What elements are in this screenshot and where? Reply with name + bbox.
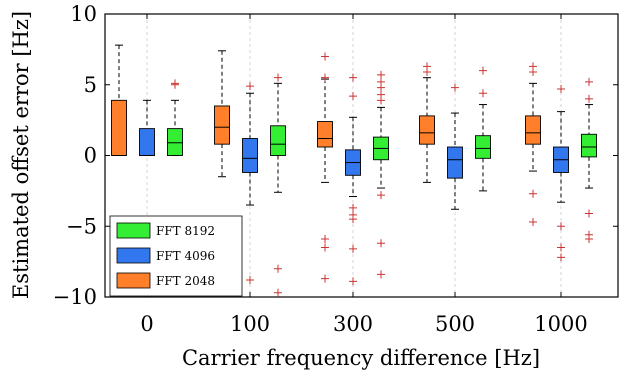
x-tick-label: 500	[435, 312, 475, 336]
outlier-marker	[451, 83, 459, 92]
outlier-marker	[585, 77, 593, 86]
legend-swatch-fft-8192	[116, 222, 151, 239]
box-fft-8192-300	[373, 70, 389, 279]
y-tick-label: 0	[84, 144, 97, 168]
outlier-marker	[557, 253, 565, 262]
legend-swatch-fft-2048	[116, 272, 151, 289]
box-fft-2048-100	[214, 50, 230, 178]
outlier-marker	[529, 62, 537, 71]
box-iqr	[111, 99, 127, 156]
outlier-marker	[321, 73, 329, 82]
outlier-marker	[529, 218, 537, 227]
legend-swatch-fft-4096	[116, 247, 151, 264]
outlier-marker	[479, 89, 487, 98]
outlier-marker	[349, 244, 357, 253]
box-iqr	[447, 146, 463, 179]
outlier-marker	[479, 66, 487, 75]
outlier-marker	[557, 222, 565, 231]
box-fft-8192-100	[270, 73, 286, 297]
y-tick-label: 10	[70, 2, 97, 26]
x-tick-label: 300	[333, 312, 373, 336]
x-axis-ticks: 0 100 300 500 1000	[140, 14, 588, 336]
outlier-marker	[377, 191, 385, 200]
outlier-marker	[585, 234, 593, 243]
outlier-marker	[377, 239, 385, 248]
box-fft-2048-300	[317, 52, 333, 283]
box-fft-8192-1000	[581, 77, 597, 243]
box-fft-4096-300	[345, 73, 361, 286]
box-iqr	[581, 133, 597, 158]
box-fft-4096-0	[139, 99, 155, 156]
box-fft-2048-0	[111, 44, 127, 156]
outlier-marker	[349, 92, 357, 101]
outlier-marker	[349, 215, 357, 224]
y-tick-label: −5	[66, 214, 97, 238]
box-fft-4096-500	[447, 83, 463, 210]
x-tick-label: 0	[140, 312, 153, 336]
legend: FFT 8192 FFT 4096 FFT 2048	[109, 215, 243, 297]
box-fft-8192-0	[167, 79, 183, 156]
box-iqr	[317, 121, 333, 148]
box-iqr	[270, 125, 286, 156]
outlier-marker	[377, 83, 385, 92]
outlier-marker	[274, 264, 282, 273]
box-iqr	[139, 128, 155, 156]
legend-label-fft-2048: FFT 2048	[156, 274, 215, 288]
outlier-marker	[274, 288, 282, 297]
outlier-marker	[585, 94, 593, 103]
outlier-marker	[274, 73, 282, 82]
box-iqr	[214, 105, 230, 145]
outlier-marker	[321, 52, 329, 61]
box-fft-4096-1000	[553, 84, 569, 262]
box-series-layer	[111, 44, 597, 297]
outlier-marker	[246, 82, 254, 91]
x-tick-label: 100	[230, 312, 270, 336]
outlier-marker	[377, 96, 385, 105]
box-iqr	[475, 135, 491, 159]
x-tick-label: 1000	[534, 312, 587, 336]
box-fft-2048-500	[419, 62, 435, 183]
outlier-marker	[349, 277, 357, 286]
outlier-marker	[321, 243, 329, 252]
box-iqr	[167, 128, 183, 156]
outlier-marker	[529, 189, 537, 198]
outlier-marker	[349, 73, 357, 82]
outlier-marker	[349, 203, 357, 212]
y-axis-ticks: −10 −5 0 5 10	[53, 2, 618, 309]
box-iqr	[419, 115, 435, 145]
box-fft-2048-1000	[525, 62, 541, 227]
outlier-marker	[423, 62, 431, 71]
box-fft-8192-500	[475, 66, 491, 192]
outlier-marker	[377, 70, 385, 79]
outlier-marker	[321, 234, 329, 243]
legend-label-fft-4096: FFT 4096	[156, 249, 215, 263]
outlier-marker	[246, 276, 254, 285]
box-iqr	[525, 115, 541, 145]
outlier-marker	[585, 209, 593, 218]
y-tick-label: −10	[53, 285, 97, 309]
outlier-marker	[171, 80, 179, 89]
y-axis-label: Estimated offset error [Hz]	[9, 11, 33, 299]
y-tick-label: 5	[84, 73, 97, 97]
outlier-marker	[557, 84, 565, 93]
outlier-marker	[377, 270, 385, 279]
x-axis-label: Carrier frequency difference [Hz]	[182, 346, 540, 370]
outlier-marker	[557, 243, 565, 252]
box-fft-4096-100	[242, 82, 258, 285]
box-iqr	[242, 138, 258, 173]
outlier-marker	[321, 274, 329, 283]
legend-label-fft-8192: FFT 8192	[156, 224, 215, 238]
